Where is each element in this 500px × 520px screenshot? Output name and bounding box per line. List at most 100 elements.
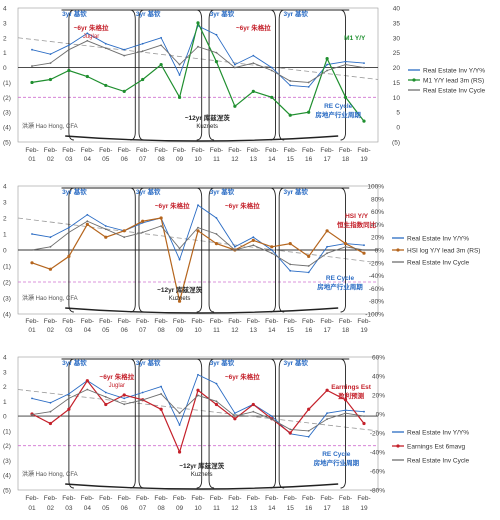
- x-tick-label: 03: [65, 327, 73, 334]
- series-1-point: [178, 424, 181, 426]
- x-tick-label: Feb-: [154, 495, 167, 502]
- series-1-point: [67, 226, 70, 229]
- series-3-point: [344, 63, 347, 66]
- x-tick-label: 06: [121, 156, 129, 163]
- x-tick-label: Feb-: [339, 147, 352, 154]
- y-left-tick-label: 3: [3, 20, 7, 27]
- series-1-point: [31, 233, 33, 235]
- series-2-point: [141, 77, 145, 82]
- x-tick-label: 19: [360, 505, 368, 512]
- series-3-point: [252, 62, 255, 64]
- x-tick-label: Feb-: [357, 147, 370, 154]
- y-right-tick-label: -60%: [369, 286, 384, 293]
- series-2-point: [196, 388, 200, 392]
- x-tick-label: Feb-: [302, 495, 315, 502]
- x-tick-label: 07: [139, 156, 147, 163]
- series-3-point: [363, 415, 365, 418]
- y-right-tick-label: 0%: [375, 248, 385, 255]
- x-tick-label: 17: [323, 505, 331, 512]
- series-1-point: [363, 244, 365, 247]
- y-left-tick-label: (5): [3, 488, 11, 495]
- x-tick-label: Feb-: [173, 147, 186, 154]
- legend-label: Real Estate Inv Y/Y%: [407, 236, 469, 243]
- series-3-point: [141, 398, 144, 401]
- y-right-tick-label: -60%: [370, 469, 385, 476]
- annotation-label: 3yr 基钦: [136, 358, 161, 367]
- series-2-point: [343, 95, 348, 99]
- y-left-tick-label: (2): [3, 95, 11, 102]
- y-left-tick-label: 4: [3, 184, 7, 191]
- series-1-point: [215, 217, 218, 219]
- legend-label: Real Estate Inv Cycle: [407, 458, 470, 465]
- x-tick-label: Feb-: [247, 318, 260, 325]
- cycle-bracket-left: [138, 187, 145, 313]
- x-tick-label: Feb-: [173, 318, 186, 325]
- series-2-point: [362, 421, 366, 426]
- y-left-tick-label: (1): [3, 428, 11, 435]
- y-left-tick-label: (4): [3, 473, 11, 480]
- y-right-tick-label: 30: [393, 35, 401, 42]
- x-tick-label: Feb-: [284, 147, 297, 154]
- series-3-point: [270, 252, 273, 255]
- cycle-bracket-right: [340, 187, 347, 313]
- x-tick-label: Feb-: [25, 495, 38, 502]
- series-1-point: [215, 382, 218, 385]
- x-tick-label: 11: [213, 505, 220, 512]
- annotation-sublabel: Juglar: [83, 34, 99, 40]
- series-1-point: [31, 48, 33, 51]
- series-3-point: [160, 44, 163, 47]
- x-tick-label: 05: [102, 505, 110, 512]
- chart-panel-1: 43210(1)(2)(3)(4)(5)4035302520151050(5)3…: [3, 6, 486, 164]
- annotation-sublabel: Juglar: [109, 383, 125, 389]
- x-tick-label: Feb-: [136, 318, 149, 325]
- series-3-point: [67, 397, 70, 400]
- x-tick-label: Feb-: [173, 495, 186, 502]
- series-3-point: [31, 413, 33, 416]
- series-3-point: [252, 244, 255, 247]
- series-2-point: [48, 421, 53, 426]
- series-3-point: [270, 69, 273, 72]
- series-1-point: [49, 401, 52, 404]
- x-tick-label: Feb-: [247, 495, 260, 502]
- annotation-label: ~12yr 库兹涅茨: [179, 461, 224, 470]
- legend-label: Real Estate Inv Cycle: [407, 260, 470, 267]
- y-right-tick-label: 15: [393, 80, 401, 87]
- x-tick-label: Feb-: [191, 318, 204, 325]
- series-3-point: [270, 418, 273, 420]
- x-tick-label: Feb-: [302, 318, 315, 325]
- y-right-tick-label: -40%: [370, 450, 385, 457]
- y-right-tick-label: -80%: [369, 299, 384, 306]
- y-left-tick-label: (3): [3, 110, 11, 117]
- x-tick-label: 19: [360, 156, 368, 163]
- annotation-label: Earnings Est: [331, 384, 372, 391]
- cycle-bracket-left: [138, 358, 145, 489]
- series-2-point: [233, 417, 237, 421]
- x-tick-label: Feb-: [247, 147, 260, 154]
- y-left-tick-label: 0: [3, 65, 7, 72]
- x-tick-label: 15: [287, 327, 295, 334]
- series-3-point: [104, 396, 107, 398]
- series-1-point: [307, 435, 310, 438]
- series-3-point: [67, 48, 70, 51]
- series-1-point: [123, 48, 126, 51]
- series-3-point: [289, 80, 292, 82]
- x-tick-label: 07: [139, 505, 147, 512]
- y-right-tick-label: 20: [393, 65, 401, 72]
- x-tick-label: 13: [250, 156, 258, 163]
- series-1-point: [326, 412, 329, 415]
- x-tick-label: Feb-: [320, 495, 333, 502]
- x-tick-label: Feb-: [210, 495, 223, 502]
- series-2-point: [251, 238, 255, 242]
- annotation-label: 3yr 基钦: [210, 187, 235, 196]
- cycle-bracket-left: [138, 9, 145, 141]
- y-right-tick-label: 35: [393, 20, 401, 27]
- series-2-point: [307, 407, 311, 411]
- series-3-point: [233, 249, 236, 251]
- x-tick-label: 03: [65, 156, 73, 163]
- series-2-point: [214, 242, 219, 246]
- x-tick-label: Feb-: [357, 495, 370, 502]
- annotation-label: ~12yr 库兹涅茨: [157, 285, 202, 294]
- cycle-bracket-right: [340, 9, 347, 141]
- series-3-point: [233, 415, 236, 418]
